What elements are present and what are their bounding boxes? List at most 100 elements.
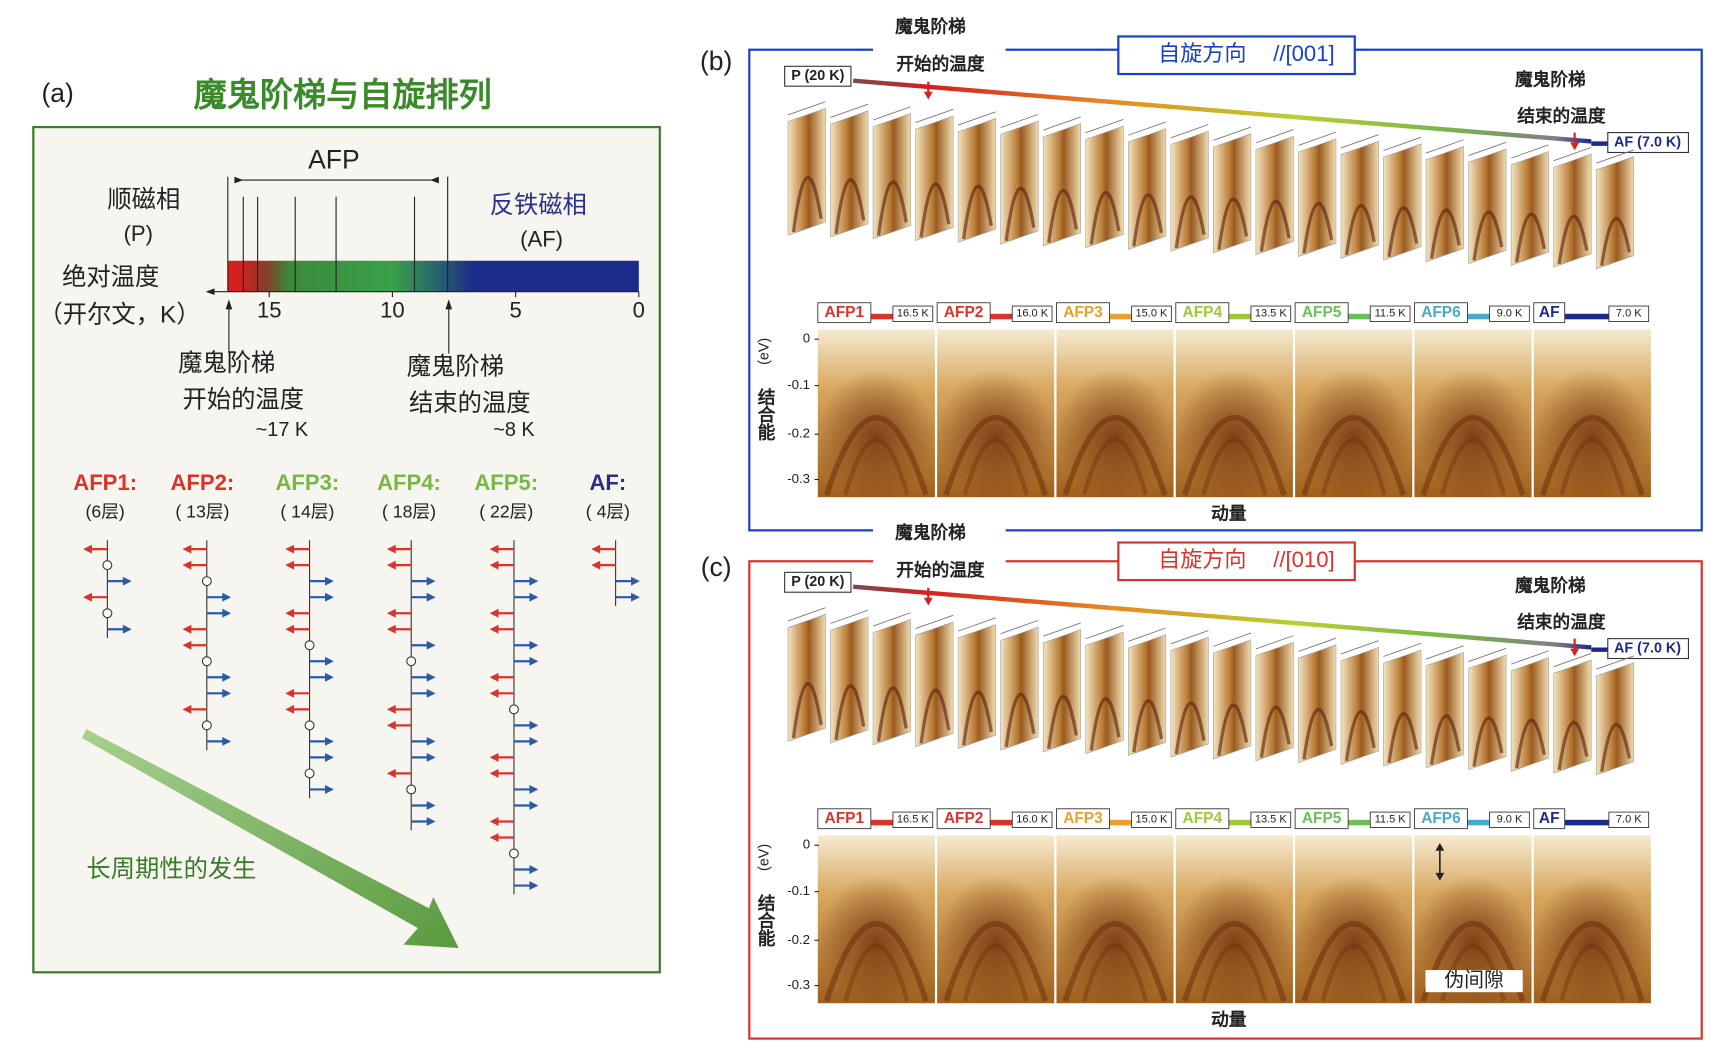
stack-band — [919, 688, 951, 744]
panel-label: (b) — [700, 46, 732, 76]
stack-band — [1600, 722, 1631, 772]
onset-label: 开始的温度 — [183, 386, 304, 413]
stack-band — [1472, 716, 1504, 767]
spin-arrowhead — [386, 560, 396, 570]
spectrum-band — [1420, 920, 1526, 1002]
phase-layers: ( 22层) — [479, 501, 533, 521]
end-label: 结束的温度 — [1517, 105, 1606, 126]
direction-box — [1117, 35, 1356, 76]
temp-box — [1369, 811, 1411, 828]
trend-label: 长周期性的发生 — [86, 856, 256, 883]
stack-band — [962, 690, 993, 746]
stack-band — [1089, 697, 1121, 751]
gap-label: 伪间隙 — [1444, 969, 1504, 991]
spin-arrowhead — [529, 801, 539, 810]
phase-temp: 15.0 K — [1136, 308, 1169, 320]
end-arrowhead — [1570, 142, 1580, 151]
phase-layers: ( 4层) — [586, 501, 630, 521]
stack-rail — [915, 614, 954, 629]
phase-name: AFP6 — [1421, 810, 1461, 827]
stack-rail — [1596, 149, 1634, 164]
spin-arrowhead — [489, 833, 499, 842]
trend-arrow — [81, 729, 459, 948]
stack-rail — [787, 101, 826, 116]
stack-band — [1429, 208, 1461, 259]
spectrum-band — [1062, 414, 1168, 496]
phase-box — [936, 808, 991, 830]
spectrum-band — [1301, 920, 1407, 1002]
phase-name: AFP4 — [1183, 810, 1223, 827]
temp-box — [1131, 811, 1172, 828]
stack-rail — [830, 609, 869, 624]
phase-temp: 15.0 K — [1136, 814, 1169, 826]
spin-arrowhead — [285, 624, 295, 634]
spectrum-band — [824, 414, 929, 496]
tick-label: 0 — [633, 297, 645, 322]
phase-bar — [1467, 313, 1490, 320]
onset-label: 开始的温度 — [896, 53, 985, 74]
stack-rail — [1468, 647, 1507, 663]
spectrum-band — [943, 920, 1049, 1002]
temp-label: 绝对温度 — [62, 264, 159, 291]
spin-arrowhead — [426, 801, 436, 810]
phase-temp: 11.5 K — [1375, 814, 1407, 826]
spectrum-band — [1201, 943, 1268, 1002]
y-label: 结合能 — [756, 386, 776, 441]
stack-rail — [915, 108, 954, 123]
tick-label: 5 — [509, 297, 521, 322]
start-box — [784, 571, 852, 593]
spin-arrowhead — [222, 736, 232, 746]
spin-arrowhead — [489, 624, 499, 634]
phase-temp: 7.0 K — [1616, 814, 1642, 826]
phase-temp: 16.0 K — [1016, 308, 1049, 320]
phase-bar — [990, 313, 1013, 320]
y-unit: (eV) — [757, 844, 773, 871]
stack-band — [1217, 197, 1249, 250]
spin-arrowhead — [83, 544, 92, 554]
temperature-path — [852, 584, 1592, 650]
spectrum-band — [1201, 437, 1268, 496]
layer-node — [304, 640, 315, 651]
spectrum-band — [1320, 943, 1387, 1002]
stack-band — [834, 684, 866, 741]
spectrum-band — [1539, 920, 1645, 1002]
spin-arrowhead — [182, 640, 192, 650]
phase-box — [1056, 808, 1110, 830]
phase-temp: 16.5 K — [897, 308, 930, 320]
phase-name: AFP6 — [1421, 304, 1461, 321]
direction-axis: //[001] — [1273, 41, 1334, 66]
phase-name: AFP2: — [170, 470, 234, 495]
stack-band — [1174, 195, 1206, 249]
spin-arrowhead — [285, 608, 295, 618]
spin-arrowhead — [182, 624, 192, 634]
spin-arrowhead — [222, 672, 232, 682]
spin-arrowhead — [426, 752, 436, 762]
arrowheads — [205, 176, 453, 310]
stack-band — [1344, 710, 1376, 762]
phase-temp: 16.0 K — [1016, 814, 1049, 826]
stack-band — [834, 178, 866, 235]
spin-arrowhead — [529, 881, 539, 890]
panel-label: (a) — [41, 78, 73, 108]
spectrum-band — [1320, 437, 1387, 496]
onset-label: ~17 K — [256, 419, 309, 441]
spin-arrowhead — [325, 672, 334, 682]
stack-rail — [1170, 630, 1209, 645]
stack-rail — [1085, 119, 1124, 134]
spin-arrowhead — [182, 704, 192, 714]
spectrum-core — [1056, 868, 1174, 1004]
phase-temp: 7.0 K — [1616, 308, 1642, 320]
stack-rail — [1425, 139, 1464, 154]
stack-band — [1472, 210, 1504, 261]
phase-name: AF: — [589, 470, 626, 495]
spin-arrowhead — [631, 576, 640, 586]
temp-box — [1369, 305, 1411, 322]
phase-layers: ( 14层) — [280, 501, 334, 521]
gap-box — [1425, 970, 1523, 993]
temp-box — [892, 305, 934, 322]
spin-arrowhead — [325, 656, 334, 666]
phase-name: AFP4 — [1183, 304, 1223, 321]
stack-band — [1302, 708, 1334, 760]
spin-arrowhead — [285, 544, 295, 554]
spectrum-band — [1559, 437, 1626, 496]
